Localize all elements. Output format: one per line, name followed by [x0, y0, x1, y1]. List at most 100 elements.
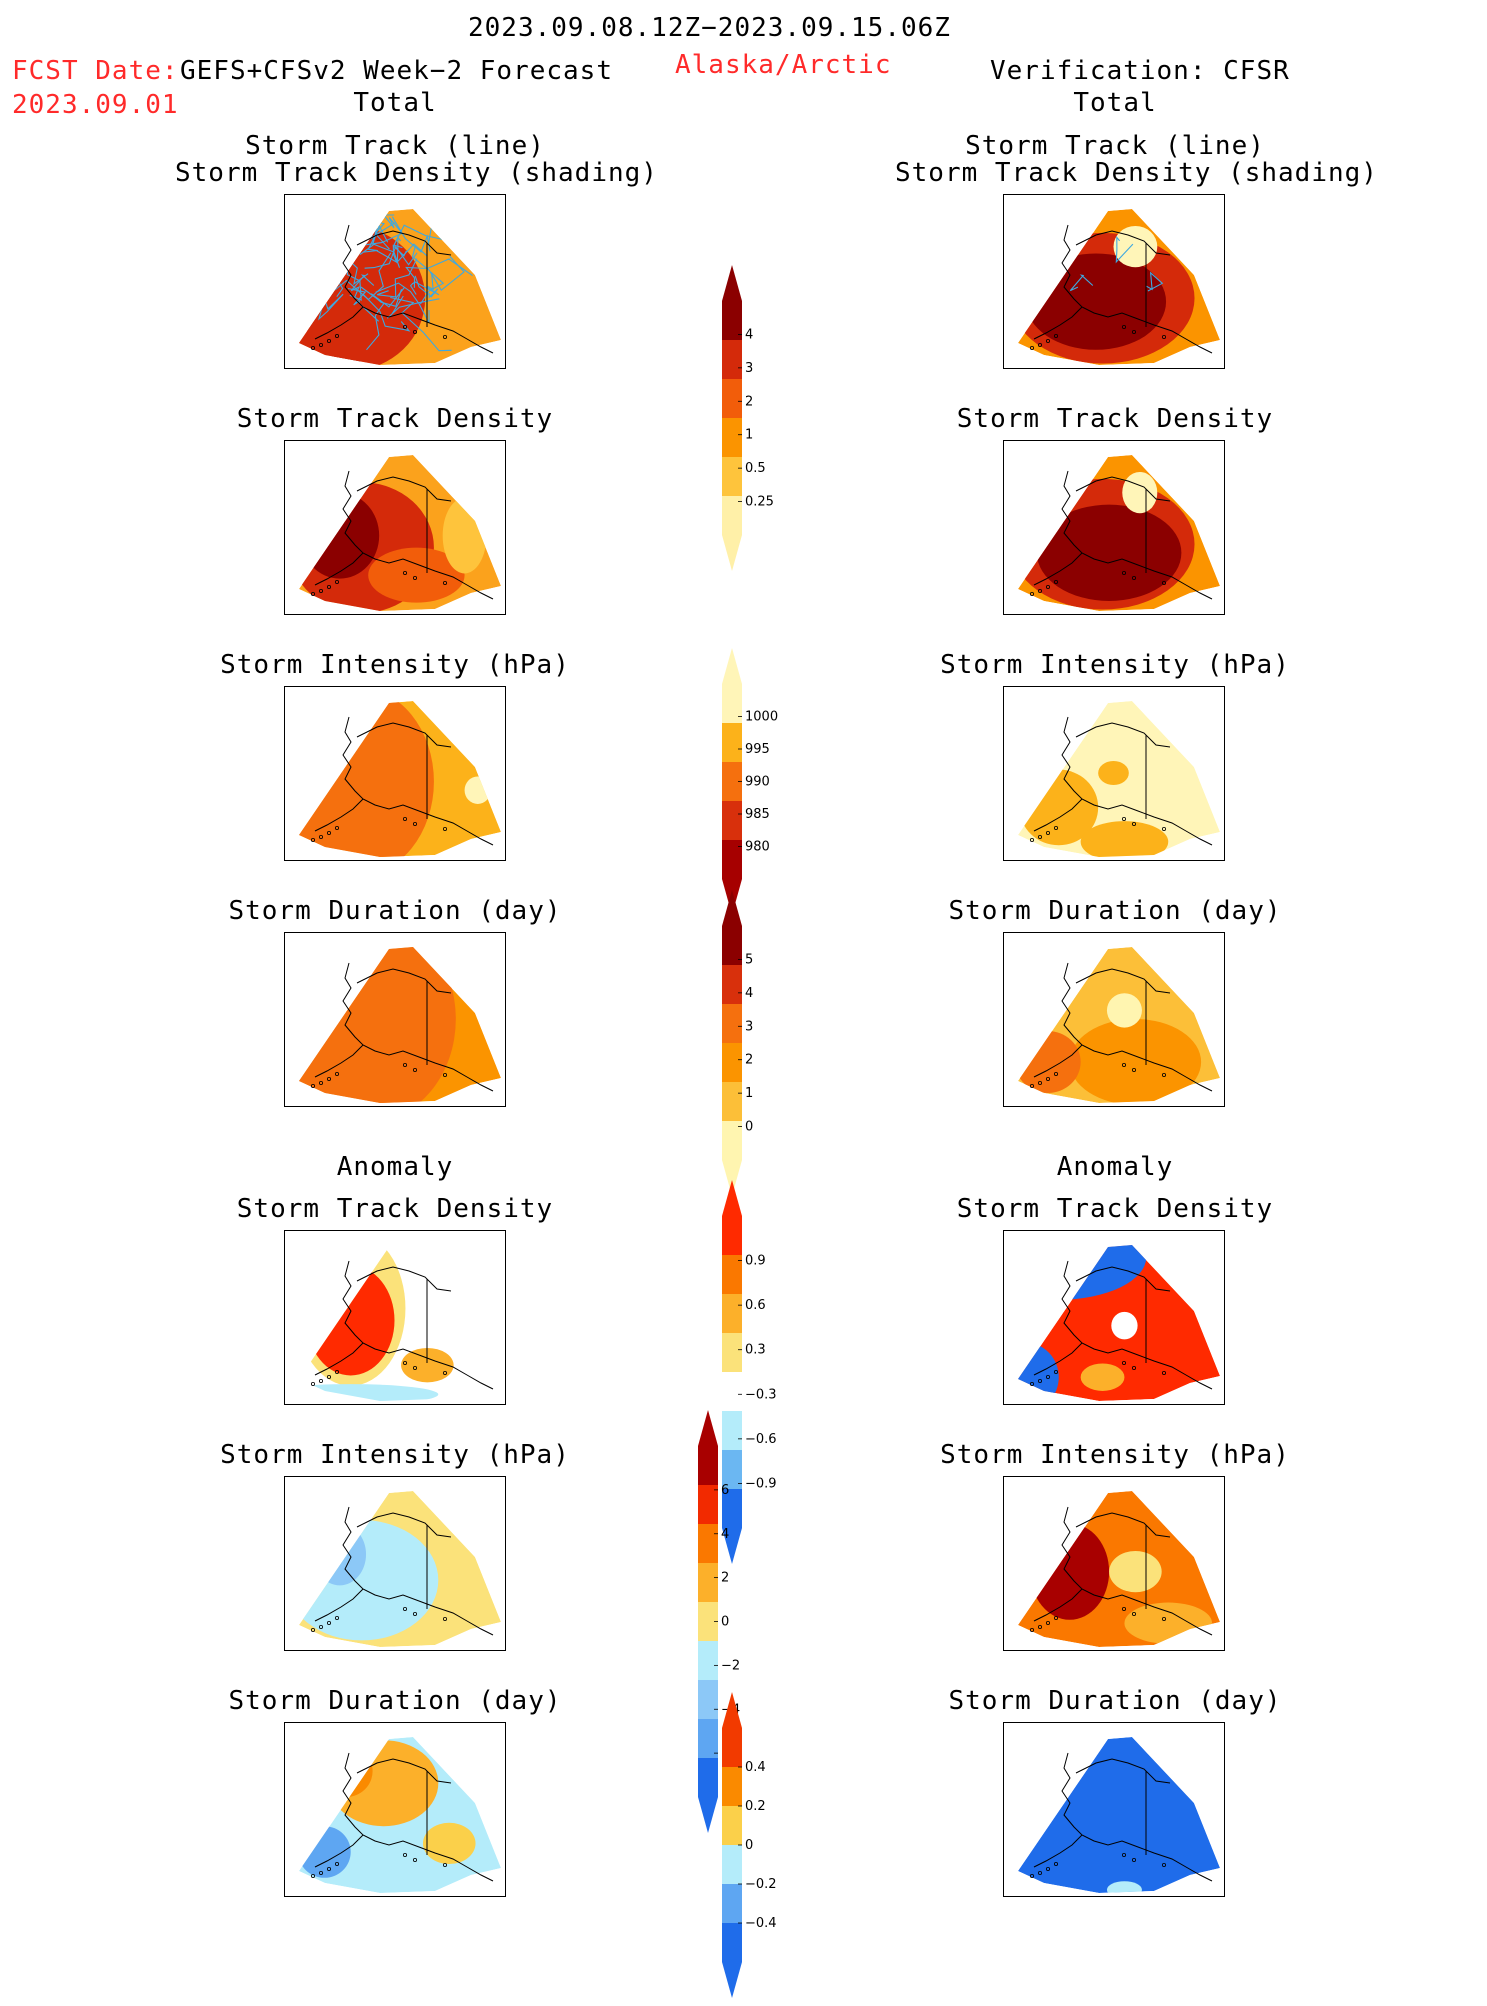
colorbar-segment — [722, 1806, 742, 1845]
colorbar-bottom-arrow — [722, 535, 742, 571]
island — [310, 345, 315, 350]
colorbar-segment — [722, 1294, 742, 1333]
shading-region — [306, 1265, 395, 1376]
colorbar-top-arrow — [722, 265, 742, 301]
storm-track-line — [377, 258, 418, 298]
colorbar-tick-label: 0.2 — [745, 1799, 766, 1814]
island — [1029, 1083, 1034, 1088]
island — [1038, 1624, 1043, 1629]
colorbar-segment — [722, 1004, 742, 1043]
island — [327, 1620, 332, 1625]
shading-region — [313, 1523, 367, 1586]
shading-region — [1111, 1311, 1138, 1340]
region-label: Alaska/Arctic — [675, 50, 892, 80]
island — [1122, 1606, 1127, 1611]
coastline — [1033, 1834, 1083, 1868]
island — [1038, 1378, 1043, 1383]
island — [1046, 830, 1051, 835]
storm-track-line — [1069, 274, 1094, 292]
coastline — [1061, 716, 1213, 846]
storm-track-line — [386, 295, 440, 319]
shading-region — [300, 492, 380, 579]
coastline — [342, 1506, 494, 1636]
colorbar-top-arrow — [698, 1410, 718, 1446]
island — [1029, 1873, 1034, 1878]
island — [1161, 1370, 1166, 1375]
island — [1131, 329, 1136, 334]
colorbar-tick-label: 0 — [721, 1615, 729, 1630]
island — [310, 1381, 315, 1386]
island — [310, 591, 315, 596]
shading-region — [368, 547, 465, 603]
colorbar-segment — [722, 1333, 742, 1372]
island — [1122, 816, 1127, 821]
storm-track-line — [405, 258, 473, 288]
coastline — [356, 476, 452, 502]
colorbar-segment — [722, 457, 742, 496]
island — [403, 324, 408, 329]
fcst-anom-duration-map — [284, 1722, 506, 1897]
colorbar-bottom-arrow — [698, 1797, 718, 1833]
colorbar-tick-label: −0.3 — [745, 1387, 777, 1402]
fcst-anom-duration-title: Storm Duration (day) — [228, 1686, 562, 1716]
island — [1054, 1071, 1059, 1076]
island — [403, 1062, 408, 1067]
island — [327, 584, 332, 589]
island — [1054, 1615, 1059, 1620]
fcst-density-title: Storm Track Density — [236, 404, 554, 434]
storm-track-line — [317, 291, 344, 321]
island — [1122, 1852, 1127, 1857]
coastline — [342, 1260, 494, 1390]
island — [412, 1857, 417, 1862]
fcst-date-label: FCST Date: — [12, 56, 179, 86]
island — [335, 1071, 340, 1076]
island — [335, 825, 340, 830]
island — [335, 1615, 340, 1620]
colorbar-top-arrow — [722, 1692, 742, 1728]
shading-region — [464, 776, 491, 804]
colorbar-segment — [722, 496, 742, 535]
island — [403, 1606, 408, 1611]
colorbar-top-arrow — [722, 648, 742, 684]
storm-track-line — [304, 239, 330, 274]
colorbar-tick-label: 2 — [745, 394, 753, 409]
ver-anom-density-title: Storm Track Density — [956, 1194, 1274, 1224]
colorbar-segment — [722, 1489, 742, 1528]
island — [1122, 324, 1127, 329]
island — [442, 1862, 447, 1867]
coastline — [1075, 476, 1171, 502]
colorbar-segment — [722, 340, 742, 379]
verification-label: Verification: CFSR — [990, 56, 1290, 86]
colorbar-segment — [722, 801, 742, 840]
ver-density-map — [1003, 440, 1225, 615]
island — [403, 570, 408, 575]
coastline — [342, 224, 494, 354]
colorbar-tick-label: 985 — [745, 807, 770, 822]
shading-region — [442, 497, 487, 574]
island — [1131, 1857, 1136, 1862]
island — [442, 334, 447, 339]
anom-duration-colorbar: 0.4 0.2 0 −0.2 −0.4 — [722, 1692, 792, 2006]
coastline — [1061, 1260, 1213, 1390]
coastline — [342, 1752, 494, 1882]
coastline — [1075, 968, 1171, 994]
island — [1054, 333, 1059, 338]
colorbar-bottom-arrow — [722, 1528, 742, 1564]
island — [442, 826, 447, 831]
island — [335, 1861, 340, 1866]
storm-track-line — [334, 252, 392, 301]
coastline — [314, 1044, 364, 1078]
colorbar-segment — [722, 762, 742, 801]
island — [1029, 1627, 1034, 1632]
storm-track-line — [1146, 271, 1164, 292]
colorbar-tick-label: 0.4 — [745, 1760, 766, 1775]
shading-region — [1124, 1602, 1213, 1644]
island — [319, 588, 324, 593]
colorbar-segment — [722, 1043, 742, 1082]
colorbar-tick-label: 3 — [745, 1019, 753, 1034]
colorbar-segment — [698, 1641, 718, 1680]
storm-track-line — [1115, 235, 1134, 264]
ver-track-title-line: Storm Track (line) — [965, 131, 1265, 161]
island — [319, 342, 324, 347]
